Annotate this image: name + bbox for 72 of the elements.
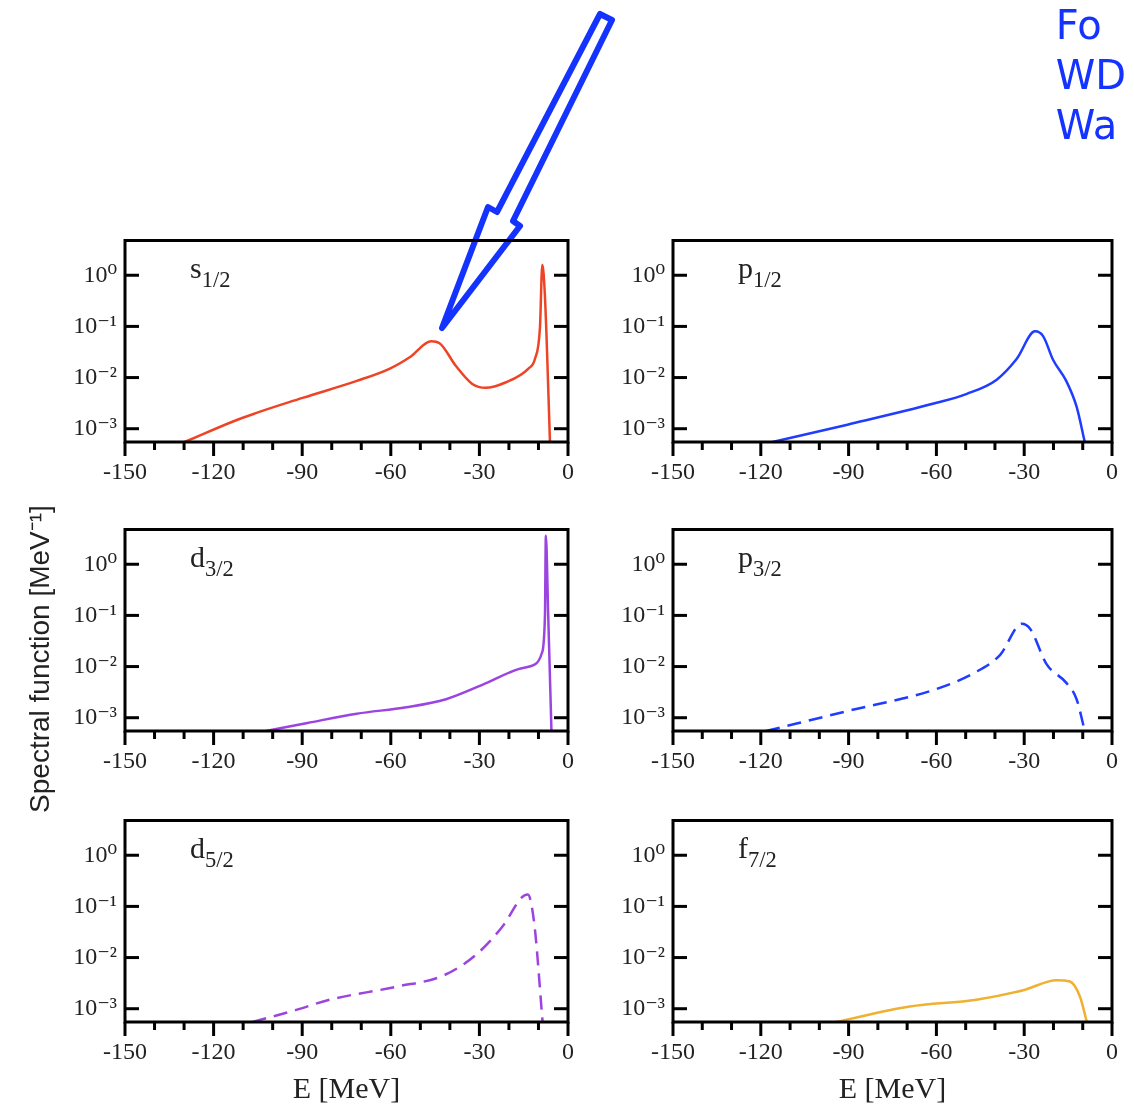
line-series — [264, 534, 553, 731]
y-tick-label: 10⁻² — [621, 942, 665, 969]
text: Wa — [1055, 101, 1119, 150]
y-tick-label: 10⁰ — [631, 260, 665, 287]
x-tick-label: -120 — [738, 1037, 783, 1064]
line-series — [764, 622, 1087, 731]
y-tick-label: 10⁻³ — [621, 994, 665, 1021]
x-tick-label: -60 — [374, 746, 407, 773]
line-series — [183, 263, 552, 442]
y-tick-label: 10⁻³ — [621, 414, 665, 441]
x-tick-label: 0 — [562, 457, 574, 484]
x-tick-label: -30 — [1008, 1037, 1041, 1064]
x-tick-label: -150 — [651, 1037, 695, 1064]
y-tick-label: 10⁻² — [621, 362, 665, 389]
x-axis-title: E [MeV] — [838, 1070, 947, 1104]
x-tick-label: -150 — [651, 457, 695, 484]
text: Fo — [1055, 1, 1103, 50]
y-tick-label: 10⁰ — [631, 840, 665, 867]
x-tick-label: -150 — [103, 457, 147, 484]
y-tick-label: 10⁻² — [621, 651, 665, 678]
x-tick-label: -120 — [191, 457, 236, 484]
x-tick-label: -90 — [286, 1037, 319, 1064]
x-tick-label: -90 — [832, 457, 865, 484]
y-tick-label: 10⁻³ — [73, 994, 117, 1021]
y-tick-label: 10⁰ — [631, 549, 665, 576]
x-tick-label: -30 — [463, 457, 496, 484]
y-tick-label: 10⁻¹ — [621, 600, 665, 627]
x-tick-label: -60 — [920, 746, 953, 773]
x-tick-label: -30 — [463, 1037, 496, 1064]
y-tick-label: 10⁻³ — [73, 703, 117, 730]
x-tick-label: -120 — [738, 457, 783, 484]
text: WD — [1055, 51, 1126, 100]
y-tick-label: 10⁻³ — [621, 703, 665, 730]
y-tick-label: 10⁻² — [73, 362, 117, 389]
x-tick-label: -150 — [103, 1037, 147, 1064]
x-tick-label: -150 — [103, 746, 147, 773]
x-tick-label: -90 — [286, 746, 319, 773]
y-tick-label: 10⁻³ — [73, 414, 117, 441]
y-tick-label: 10⁻¹ — [73, 311, 117, 338]
x-tick-label: 0 — [562, 1037, 574, 1064]
x-tick-label: -90 — [832, 746, 865, 773]
x-tick-label: 0 — [1106, 1037, 1118, 1064]
x-tick-label: -120 — [191, 1037, 236, 1064]
x-tick-label: -60 — [920, 457, 953, 484]
y-tick-label: 10⁻¹ — [621, 311, 665, 338]
x-tick-label: 0 — [562, 746, 574, 773]
y-tick-label: 10⁻¹ — [73, 891, 117, 918]
y-tick-label: 10⁻² — [73, 651, 117, 678]
x-tick-label: -60 — [374, 457, 407, 484]
y-tick-label: 10⁻² — [73, 942, 117, 969]
x-tick-label: -30 — [1008, 746, 1041, 773]
y-tick-label: 10⁻¹ — [621, 891, 665, 918]
x-tick-label: -150 — [651, 746, 695, 773]
x-tick-label: -30 — [1008, 457, 1041, 484]
x-tick-label: -60 — [920, 1037, 953, 1064]
x-tick-label: -90 — [832, 1037, 865, 1064]
y-tick-label: 10⁰ — [83, 840, 117, 867]
y-axis-title: Spectral function [MeV⁻¹] — [23, 505, 56, 813]
x-tick-label: 0 — [1106, 457, 1118, 484]
x-axis-title: E [MeV] — [292, 1070, 401, 1104]
x-tick-label: -90 — [286, 457, 319, 484]
line-series — [771, 330, 1087, 442]
x-tick-label: -120 — [738, 746, 783, 773]
x-tick-label: -120 — [191, 746, 236, 773]
x-tick-label: 0 — [1106, 746, 1118, 773]
y-tick-label: 10⁰ — [83, 260, 117, 287]
line-series — [251, 893, 544, 1022]
x-tick-label: -30 — [463, 746, 496, 773]
line-series — [835, 979, 1089, 1022]
y-tick-label: 10⁻¹ — [73, 600, 117, 627]
y-tick-label: 10⁰ — [83, 549, 117, 576]
x-tick-label: -60 — [374, 1037, 407, 1064]
